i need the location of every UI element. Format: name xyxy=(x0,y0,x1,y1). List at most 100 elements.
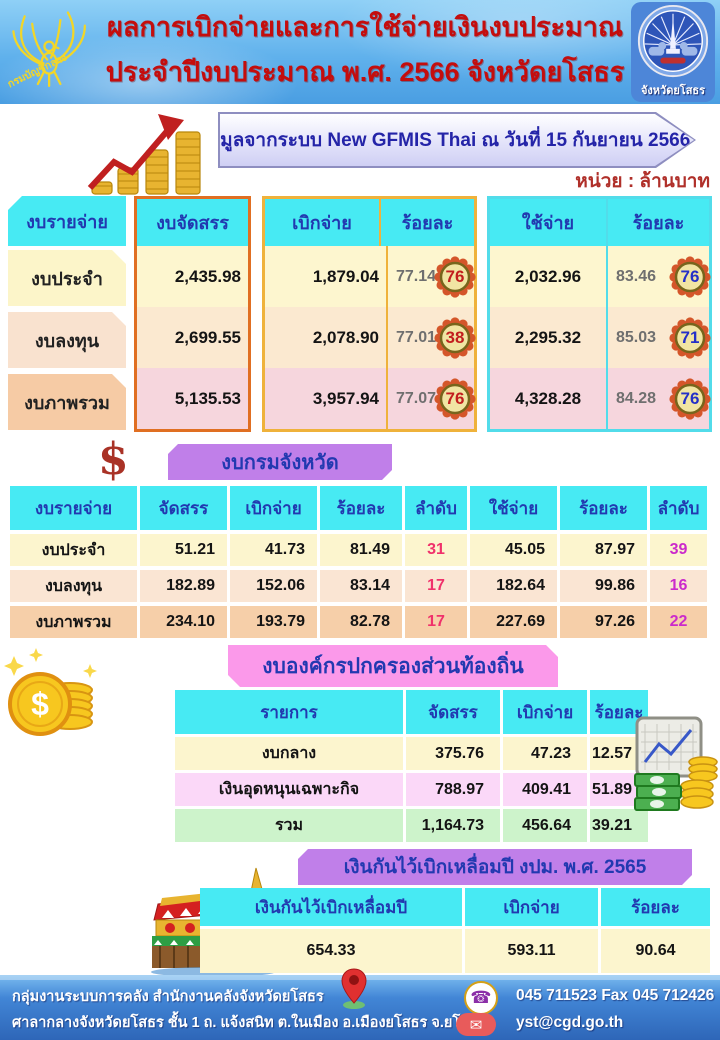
cell: 182.89 xyxy=(140,570,227,602)
cell-disbursed: 2,078.90 xyxy=(312,327,379,347)
phone-icon: ☎ xyxy=(464,981,498,1015)
cell-disbursed: 1,879.04 xyxy=(312,266,379,286)
overview-header-disbursed: เบิกจ่าย xyxy=(292,213,352,233)
chart-money-icon xyxy=(634,716,718,811)
col-header: งบรายจ่าย xyxy=(10,486,137,530)
rank-badge: 76 xyxy=(433,255,477,299)
dept-budget-table: งบรายจ่าย จัดสรร เบิกจ่าย ร้อยละ ลำดับ ใ… xyxy=(10,486,710,638)
rank-badge: 38 xyxy=(433,316,477,360)
col-header: จัดสรร xyxy=(406,690,500,734)
cell-disbursed: 3,957.94 xyxy=(312,388,379,408)
cell: 182.64 xyxy=(470,570,557,602)
cell: 234.10 xyxy=(140,606,227,638)
cell: 47.23 xyxy=(503,737,587,770)
col-header: เงินกันไว้เบิกเหลื่อมปี xyxy=(200,888,462,926)
dept-section-title: งบกรมจังหวัด xyxy=(168,444,392,480)
cell-spent-percent: 83.46 76 xyxy=(606,246,709,307)
cell: 152.06 xyxy=(230,570,317,602)
cell: 41.73 xyxy=(230,534,317,566)
overview-row-label: งบลงทุน xyxy=(8,312,126,368)
cell: 90.64 xyxy=(601,929,710,973)
data-source-banner: ข้อมูลจากระบบ New GFMIS Thai ณ วันที่ 15… xyxy=(218,112,696,168)
overview-header-percent: ร้อยละ xyxy=(379,199,474,246)
cell: 97.26 xyxy=(560,606,647,638)
garuda-logo-icon: กรมบัญชีกลาง xyxy=(6,11,86,90)
cell: 409.41 xyxy=(503,773,587,806)
cell: 456.64 xyxy=(503,809,587,842)
province-seal-caption: จังหวัดยโสธร xyxy=(640,85,706,97)
col-header: ร้อยละ xyxy=(320,486,402,530)
footer-email: yst@cgd.go.th xyxy=(516,1014,624,1031)
cell-disbursed-percent: 77.07 76 xyxy=(386,368,474,429)
province-seal: จังหวัดยโสธร xyxy=(631,2,715,102)
col-header: ร้อยละ xyxy=(601,888,710,926)
overview-header-percent: ร้อยละ xyxy=(606,199,709,246)
col-header: ร้อยละ xyxy=(590,690,648,734)
cell-rank: 16 xyxy=(650,570,707,602)
footer-org-line1: กลุ่มงานระบบการคลัง สำนักงานคลังจังหวัดย… xyxy=(12,989,324,1005)
cell: งบภาพรวม xyxy=(10,606,137,638)
rank-badge: 76 xyxy=(668,377,712,421)
cell: งบประจำ xyxy=(10,534,137,566)
cell: งบกลาง xyxy=(175,737,403,770)
cell: 227.69 xyxy=(470,606,557,638)
cell-spent: 2,295.32 xyxy=(514,327,582,347)
rank-badge: 71 xyxy=(668,316,712,360)
cell-rank: 31 xyxy=(405,534,467,566)
overview-row-label: งบภาพรวม xyxy=(8,374,126,430)
footer-phone: 045 711523 Fax 045 712426 xyxy=(516,987,715,1004)
col-header: ใช้จ่าย xyxy=(470,486,557,530)
footer-org-line2: ศาลากลางจังหวัดยโสธร ชั้น 1 ถ. แจ้งสนิท … xyxy=(12,1015,486,1031)
overview-header-allocated: งบจัดสรร xyxy=(156,213,229,233)
overview-header-spent: ใช้จ่าย xyxy=(521,213,575,233)
overview-allocated-column: งบจัดสรร 2,435.98 2,699.55 5,135.53 xyxy=(134,196,251,432)
header-banner: กรมบัญชีกลาง ผลการเบิกจ่ายและการใช้จ่ายเ… xyxy=(0,0,720,104)
cell-allocated: 5,135.53 xyxy=(174,388,241,408)
col-header: รายการ xyxy=(175,690,403,734)
cell-rank: 17 xyxy=(405,570,467,602)
col-header: เบิกจ่าย xyxy=(503,690,587,734)
cell: 87.97 xyxy=(560,534,647,566)
cell: 99.86 xyxy=(560,570,647,602)
carryover-table: เงินกันไว้เบิกเหลื่อมปี เบิกจ่าย ร้อยละ … xyxy=(200,888,710,973)
location-pin-icon xyxy=(341,968,367,1009)
cell-spent-percent: 84.28 76 xyxy=(606,368,709,429)
cell: 1,164.73 xyxy=(406,809,500,842)
cell: 375.76 xyxy=(406,737,500,770)
cell: 788.97 xyxy=(406,773,500,806)
col-header: เบิกจ่าย xyxy=(465,888,598,926)
unit-label: หน่วย : ล้านบาท xyxy=(575,171,710,192)
cell: 39.21 xyxy=(590,809,648,842)
cell-rank: 39 xyxy=(650,534,707,566)
footer-bar: กลุ่มงานระบบการคลัง สำนักงานคลังจังหวัดย… xyxy=(0,968,720,1040)
overview-disbursed-columns: เบิกจ่าย ร้อยละ 1,879.04 77.14 76 2,078.… xyxy=(262,196,477,432)
cell-rank: 22 xyxy=(650,606,707,638)
local-section-title: งบองค์กรปกครองส่วนท้องถิ่น xyxy=(228,645,558,687)
cell: 51.21 xyxy=(140,534,227,566)
cell-spent-percent: 85.03 71 xyxy=(606,307,709,368)
page-title-line1: ผลการเบิกจ่ายและการใช้จ่ายเงินงบประมาณ xyxy=(106,12,623,42)
svg-text:$: $ xyxy=(31,686,49,722)
cell: เงินอุดหนุนเฉพาะกิจ xyxy=(175,773,403,806)
overview-header-expense: งบรายจ่าย xyxy=(8,196,126,246)
cell: 654.33 xyxy=(200,929,462,973)
col-header: ร้อยละ xyxy=(560,486,647,530)
col-header: ลำดับ xyxy=(405,486,467,530)
overview-spent-columns: ใช้จ่าย ร้อยละ 2,032.96 83.46 76 2,295.3… xyxy=(487,196,712,432)
coin-growth-icon xyxy=(87,114,201,195)
page-title-line2: ประจำปีงบประมาณ พ.ศ. 2566 จังหวัดยโสธร xyxy=(105,57,625,87)
cell-allocated: 2,435.98 xyxy=(174,266,241,286)
cell: 45.05 xyxy=(470,534,557,566)
cell: 83.14 xyxy=(320,570,402,602)
local-gov-table: รายการ จัดสรร เบิกจ่าย ร้อยละ งบกลาง 375… xyxy=(175,690,648,842)
cell: 82.78 xyxy=(320,606,402,638)
page-title: ผลการเบิกจ่ายและการใช้จ่ายเงินงบประมาณ ป… xyxy=(98,5,632,95)
rank-badge: 76 xyxy=(668,255,712,299)
col-header: จัดสรร xyxy=(140,486,227,530)
cell-spent: 2,032.96 xyxy=(514,266,582,286)
col-header: เบิกจ่าย xyxy=(230,486,317,530)
mail-icon: ✉ xyxy=(456,1013,496,1036)
cell: 81.49 xyxy=(320,534,402,566)
rank-badge: 76 xyxy=(433,377,477,421)
